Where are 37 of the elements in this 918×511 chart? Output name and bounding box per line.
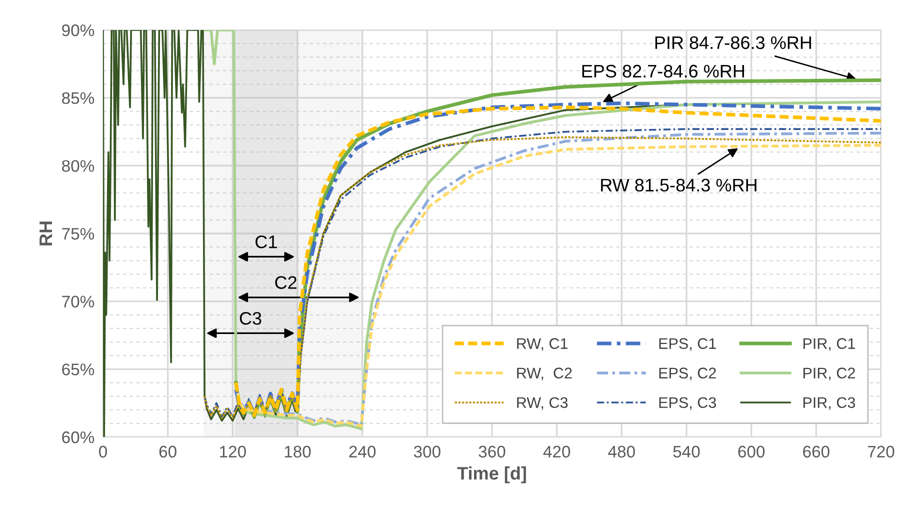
- band-label: C1: [256, 235, 277, 248]
- legend-label: PIR, C1: [803, 338, 855, 351]
- x-tick-label: 180: [284, 446, 311, 458]
- x-tick-label: 240: [349, 446, 376, 458]
- x-tick-label: 360: [478, 446, 506, 458]
- y-tick-label: 75%: [62, 228, 94, 240]
- x-tick-label: 540: [673, 446, 700, 458]
- y-tick-label: 80%: [62, 160, 94, 172]
- y-tick-label: 65%: [62, 364, 94, 376]
- x-tick-label: 420: [543, 446, 570, 458]
- legend-label: EPS, C1: [659, 338, 716, 351]
- y-tick-label: 85%: [62, 92, 94, 104]
- legend-label: EPS, C2: [659, 368, 716, 380]
- y-axis-title: RH: [40, 222, 52, 246]
- x-tick-label: 60: [159, 446, 176, 458]
- annotation: RW 81.5-84.3 %RH: [601, 178, 756, 192]
- x-tick-label: 660: [803, 446, 830, 458]
- legend-label: RW, C3: [517, 397, 568, 410]
- x-tick-label: 0: [99, 446, 107, 458]
- x-tick-label: 720: [868, 446, 894, 458]
- legend-label: PIR, C2: [803, 368, 855, 380]
- legend-label: EPS, C3: [659, 397, 716, 410]
- legend-label: RW, C2: [517, 368, 572, 380]
- legend-label: PIR, C3: [803, 397, 856, 410]
- x-tick-label: 600: [738, 446, 765, 458]
- annotation: EPS 82.7-84.6 %RH: [582, 64, 744, 78]
- x-tick-label: 120: [220, 446, 246, 458]
- x-axis-title: Time [d]: [457, 466, 526, 484]
- y-tick-label: 90%: [62, 24, 94, 36]
- x-tick-label: 300: [414, 446, 440, 458]
- band-label: C2: [275, 276, 296, 289]
- legend-label: RW, C1: [517, 338, 568, 351]
- band-label: C3: [240, 312, 262, 325]
- y-tick-label: 70%: [62, 296, 94, 308]
- y-tick-label: 60%: [62, 431, 94, 444]
- x-tick-label: 480: [608, 446, 635, 458]
- annotation: PIR 84.7-86.3 %RH: [655, 36, 811, 50]
